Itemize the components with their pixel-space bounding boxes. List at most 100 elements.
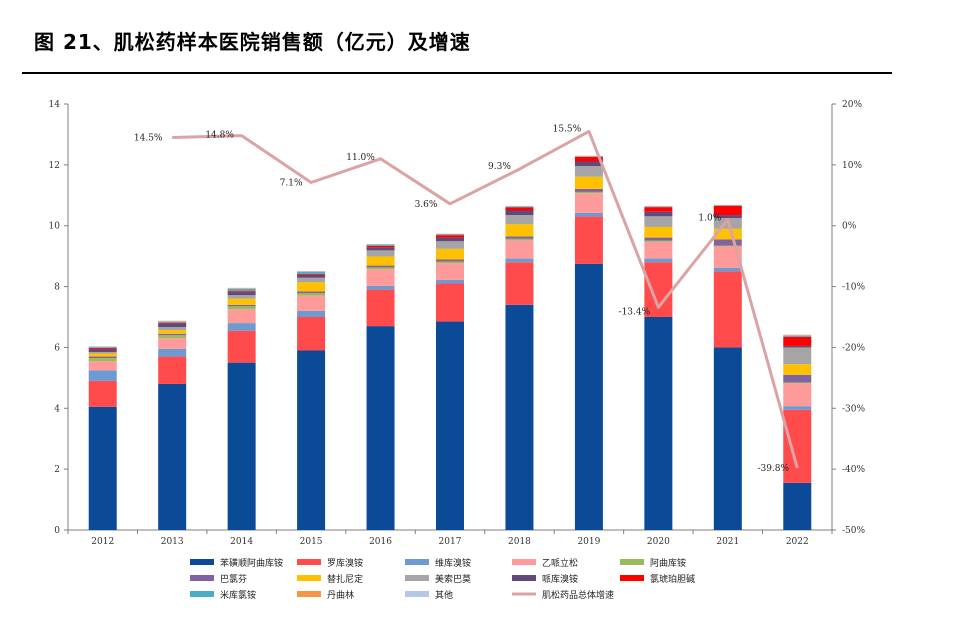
bar-segment [436, 233, 464, 235]
bar-segment [158, 330, 187, 334]
y-right-tick-label: 10% [842, 161, 862, 171]
y-left-tick-label: 10 [49, 222, 61, 232]
legend-label: 罗库溴铵 [327, 557, 363, 569]
growth-data-label: 3.6% [415, 200, 438, 210]
bar-segment [297, 310, 326, 317]
bar-segment [505, 258, 534, 263]
y-right-tick-label: 0% [842, 222, 857, 232]
bar-segment [436, 235, 464, 238]
bar-segment [227, 298, 256, 305]
bar-segment [158, 383, 187, 530]
bar-segment [297, 350, 326, 530]
growth-data-label: 15.5% [553, 124, 582, 134]
legend-swatch [405, 591, 429, 597]
growth-data-label: 7.1% [280, 179, 303, 189]
bar-segment [436, 321, 464, 530]
bar-segment [366, 244, 395, 245]
bar-segment [227, 292, 256, 296]
bar-segment [366, 326, 395, 530]
bar-segment [227, 309, 256, 324]
bar-segment [644, 241, 673, 259]
x-tick-label: 2020 [647, 537, 670, 547]
x-tick-label: 2019 [577, 537, 600, 547]
legend-label: 乙哌立松 [542, 557, 578, 569]
bar-segment [158, 356, 187, 384]
legend-swatch [190, 559, 214, 565]
bar-segment [297, 274, 326, 278]
x-tick-label: 2021 [716, 537, 739, 547]
bar-segment [88, 380, 117, 407]
bar-segment [436, 233, 464, 235]
bar-segment [227, 291, 256, 293]
bar-segment [713, 271, 742, 348]
bar-segment [505, 238, 534, 241]
legend-label: 丹曲林 [327, 589, 354, 601]
legend-swatch [190, 575, 214, 581]
growth-line [172, 129, 799, 469]
bar-segment [644, 211, 673, 217]
y-left-tick-label: 12 [49, 161, 60, 171]
bar-segment [366, 269, 395, 286]
y-left-tick-label: 6 [54, 343, 60, 353]
bar-segment [713, 239, 742, 246]
bar-segment [713, 228, 742, 240]
bar-segment [783, 347, 812, 365]
bar-segment [505, 304, 534, 530]
legend-swatch [405, 559, 429, 565]
bar-segment [644, 206, 673, 207]
bar-segment [713, 215, 742, 219]
growth-data-label: 14.5% [134, 133, 163, 143]
y-left-tick-label: 8 [54, 283, 60, 293]
y-left-tick-label: 14 [49, 100, 61, 110]
x-tick-label: 2018 [508, 537, 531, 547]
growth-data-label: 11.0% [346, 153, 375, 163]
bar-segment [158, 321, 187, 324]
bar-segment [436, 261, 464, 264]
x-tick-label: 2015 [300, 537, 323, 547]
bar-segment [297, 291, 326, 294]
bar-segment [158, 327, 187, 331]
bar-segment [644, 317, 673, 530]
growth-data-label: 14.8% [205, 131, 234, 141]
x-tick-label: 2017 [439, 537, 462, 547]
legend-label: 替扎尼定 [327, 573, 363, 585]
legend-label: 维库溴铵 [435, 557, 471, 569]
bar-segment [88, 348, 117, 349]
bar-segment [783, 383, 812, 407]
bar-segment [88, 348, 117, 352]
bar-segment [436, 248, 464, 260]
bar-segment [158, 321, 187, 322]
y-right-tick-label: -50% [842, 526, 865, 536]
bar-segment [158, 320, 187, 322]
legend-swatch [190, 591, 214, 597]
bar-segment [574, 156, 603, 157]
bar-segment [574, 155, 603, 157]
bar-segment [366, 289, 395, 327]
bar-segment [158, 333, 187, 336]
chart-title: 图 21、肌松药样本医院销售额（亿元）及增速 [34, 30, 471, 54]
bar-segment [297, 293, 326, 296]
bar-segment [644, 258, 673, 263]
bar-segment [783, 335, 812, 337]
bar-segment [713, 205, 742, 206]
bar-segment [297, 271, 326, 274]
bar-segment [713, 347, 742, 530]
y-right-tick-label: -10% [842, 283, 865, 293]
growth-data-label: -13.4% [619, 307, 651, 317]
bar-segment [505, 224, 534, 237]
bar-segment [158, 335, 187, 339]
bar-segment [366, 267, 395, 270]
legend-swatch [620, 559, 644, 565]
growth-data-label: -39.8% [757, 464, 789, 474]
bar-segment [436, 263, 464, 280]
bar-segment [227, 323, 256, 331]
x-tick-label: 2014 [230, 537, 253, 547]
legend-swatch [297, 575, 321, 581]
legend-label: 其他 [435, 589, 453, 601]
bar-segment [644, 216, 673, 227]
bar-segment [574, 263, 603, 530]
bar-segment [644, 240, 673, 242]
bar-segment [158, 323, 187, 324]
bar-segment [88, 406, 117, 530]
bar-segment [713, 245, 742, 247]
